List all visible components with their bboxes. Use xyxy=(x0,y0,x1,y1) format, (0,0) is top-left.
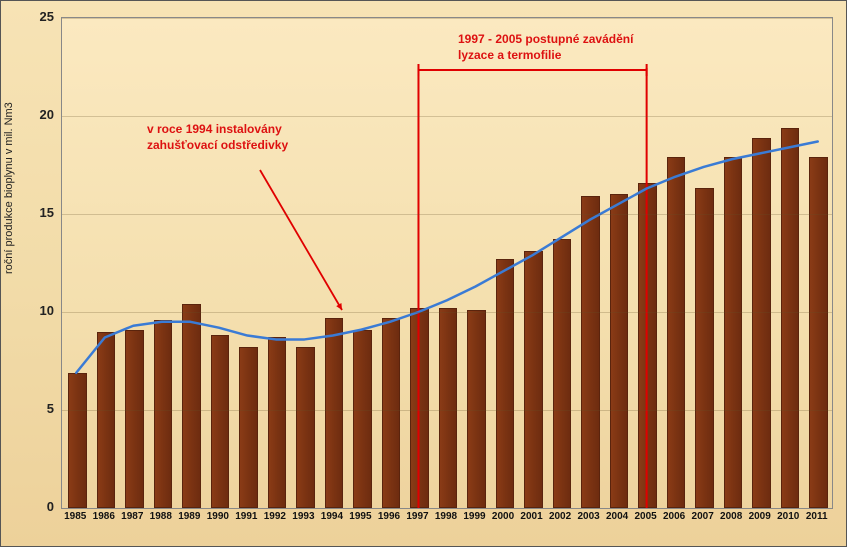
x-tick-label: 1995 xyxy=(346,511,375,522)
bars-layer xyxy=(62,18,832,508)
x-tick-label: 2010 xyxy=(774,511,803,522)
y-tick-label: 25 xyxy=(14,9,54,24)
bar xyxy=(97,332,116,508)
x-tick-label: 1990 xyxy=(204,511,233,522)
x-tick-label: 2009 xyxy=(745,511,774,522)
bar xyxy=(467,310,486,508)
gridline xyxy=(62,312,832,313)
x-tick-label: 1991 xyxy=(232,511,261,522)
x-tick-label: 1997 xyxy=(403,511,432,522)
x-tick-label: 2008 xyxy=(717,511,746,522)
x-tick-label: 1988 xyxy=(147,511,176,522)
annotation-text: v roce 1994 instaloványzahušťovací odstř… xyxy=(147,122,288,153)
bar xyxy=(182,304,201,508)
bar xyxy=(581,196,600,508)
bar xyxy=(353,330,372,508)
gridline xyxy=(62,410,832,411)
y-tick-label: 5 xyxy=(14,401,54,416)
bar xyxy=(667,157,686,508)
bar xyxy=(496,259,515,508)
x-tick-label: 2002 xyxy=(546,511,575,522)
bar xyxy=(752,138,771,508)
x-tick-label: 1992 xyxy=(261,511,290,522)
bar xyxy=(125,330,144,508)
bar xyxy=(638,183,657,508)
bar xyxy=(695,188,714,508)
bar xyxy=(410,308,429,508)
bar xyxy=(154,320,173,508)
x-tick-label: 2003 xyxy=(574,511,603,522)
y-tick-label: 20 xyxy=(14,107,54,122)
y-tick-label: 10 xyxy=(14,303,54,318)
y-tick-label: 0 xyxy=(14,499,54,514)
x-tick-label: 2011 xyxy=(802,511,831,522)
bar xyxy=(68,373,87,508)
y-tick-label: 15 xyxy=(14,205,54,220)
bar xyxy=(211,335,230,508)
x-tick-label: 1986 xyxy=(90,511,119,522)
bar xyxy=(382,318,401,508)
x-tick-label: 1999 xyxy=(460,511,489,522)
bar xyxy=(781,128,800,508)
bar xyxy=(610,194,629,508)
x-tick-label: 2007 xyxy=(688,511,717,522)
gridline xyxy=(62,18,832,19)
x-tick-label: 1987 xyxy=(118,511,147,522)
x-tick-label: 2004 xyxy=(603,511,632,522)
bar xyxy=(239,347,258,508)
chart-container: roční produkce bioplynu v mil. Nm3 v roc… xyxy=(0,0,847,547)
x-tick-label: 2001 xyxy=(517,511,546,522)
bar xyxy=(553,239,572,508)
x-tick-label: 1993 xyxy=(289,511,318,522)
bar xyxy=(524,251,543,508)
x-tick-label: 2005 xyxy=(631,511,660,522)
bar xyxy=(268,337,287,508)
plot-area: v roce 1994 instaloványzahušťovací odstř… xyxy=(61,17,833,509)
x-tick-label: 1996 xyxy=(375,511,404,522)
gridline xyxy=(62,214,832,215)
bar xyxy=(809,157,828,508)
x-tick-label: 2000 xyxy=(489,511,518,522)
bar xyxy=(724,157,743,508)
bar xyxy=(325,318,344,508)
y-axis-title: roční produkce bioplynu v mil. Nm3 xyxy=(3,102,15,274)
x-tick-label: 1994 xyxy=(318,511,347,522)
x-tick-label: 1998 xyxy=(432,511,461,522)
x-tick-label: 1985 xyxy=(61,511,90,522)
annotation-text: 1997 - 2005 postupné zaváděnílyzace a te… xyxy=(458,32,633,63)
x-tick-label: 1989 xyxy=(175,511,204,522)
bar xyxy=(439,308,458,508)
x-tick-label: 2006 xyxy=(660,511,689,522)
gridline xyxy=(62,116,832,117)
bar xyxy=(296,347,315,508)
